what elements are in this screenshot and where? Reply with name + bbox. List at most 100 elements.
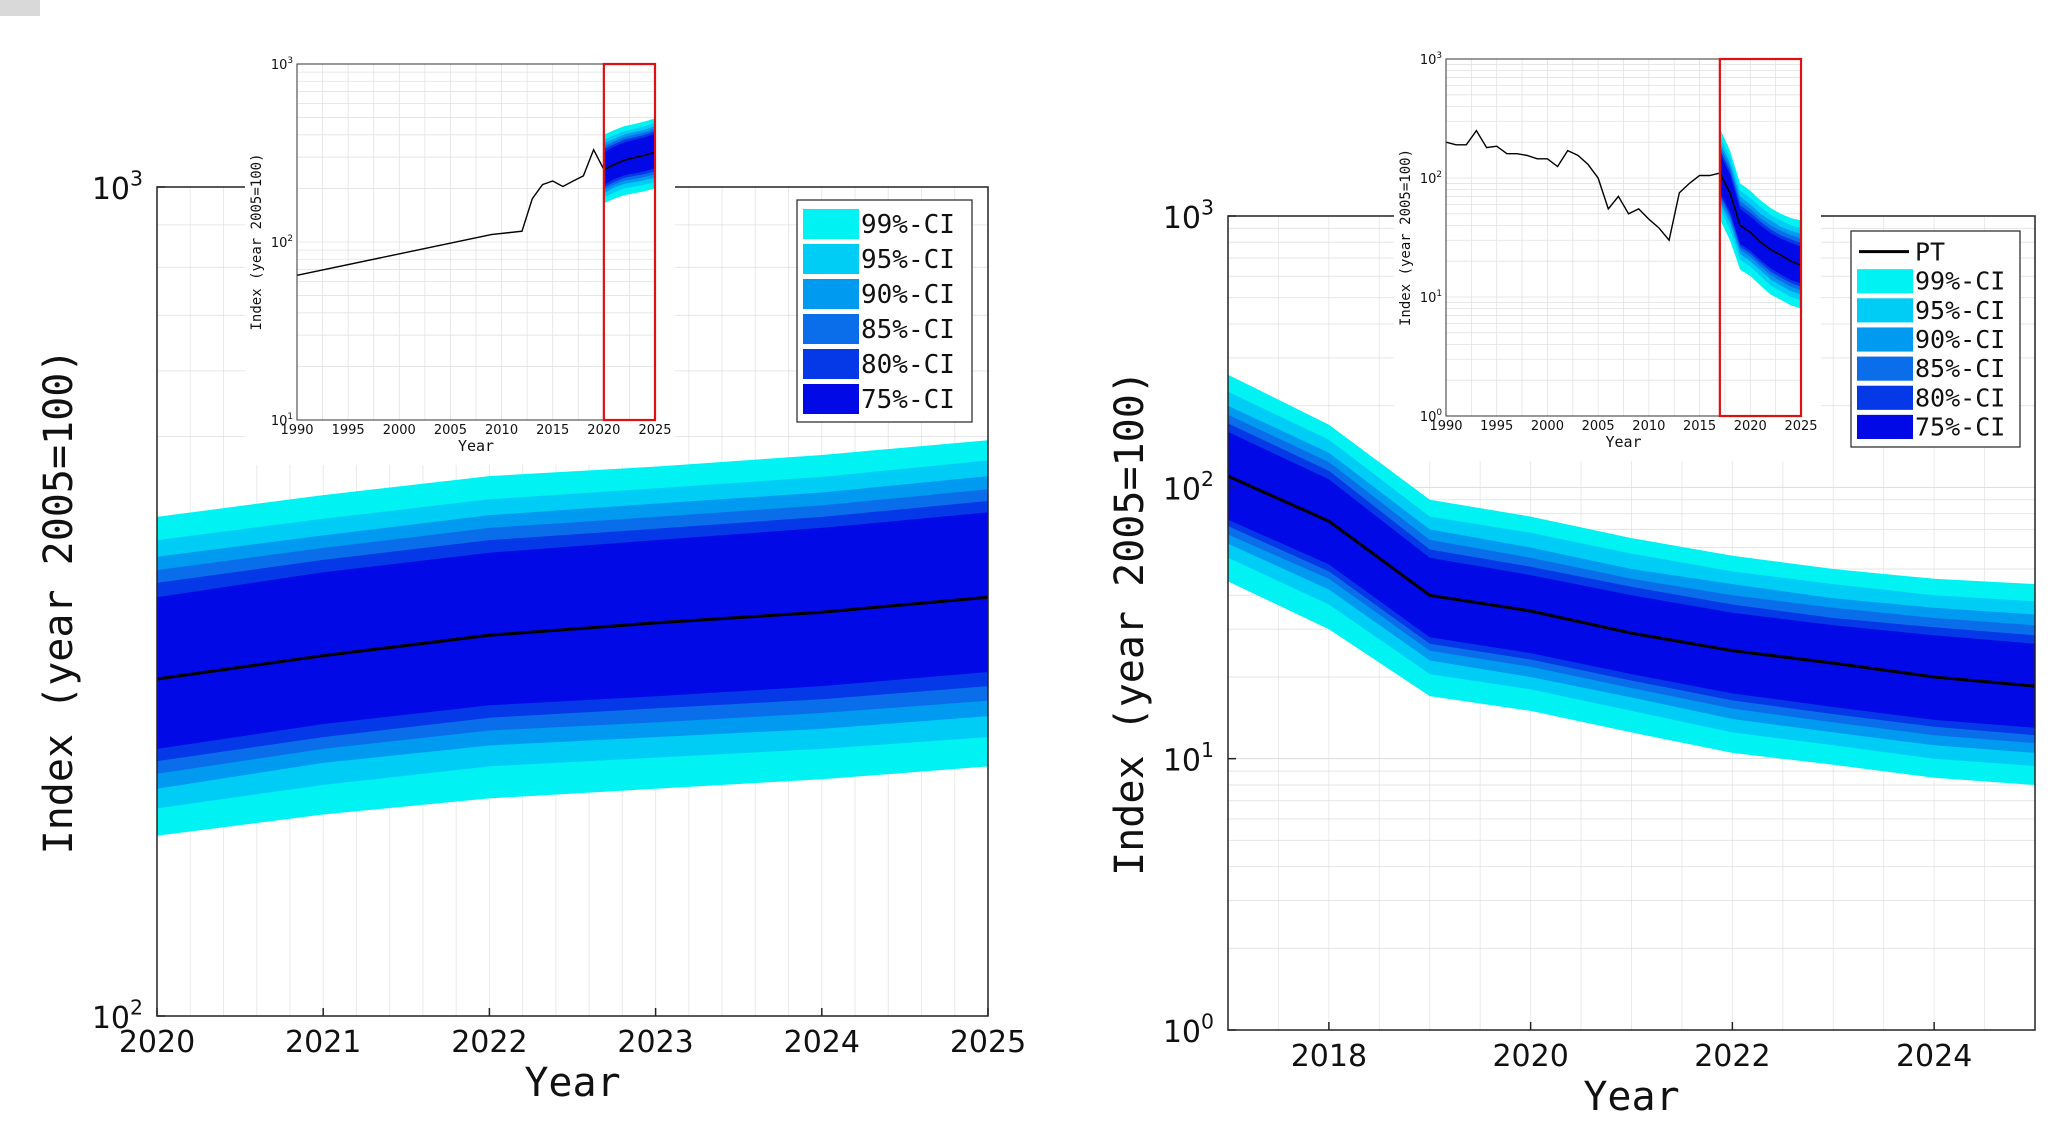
y-tick-label-base: 10 — [1163, 472, 1201, 507]
inset-x-axis-label: Year — [458, 437, 494, 455]
legend-label: 80%-CI — [1915, 383, 2005, 412]
inset-y-tick-label-exp: 2 — [1436, 170, 1442, 180]
inset-y-tick-label-exp: 3 — [1436, 51, 1442, 61]
y-tick-label-base: 10 — [92, 1001, 130, 1036]
inset-x-tick-label: 2020 — [1734, 419, 1767, 434]
y-tick-label-exp: 3 — [130, 167, 143, 191]
legend-label: 95%-CI — [1915, 296, 2005, 325]
y-tick-label-exp: 2 — [1201, 467, 1214, 491]
x-tick-label: 2020 — [1492, 1039, 1568, 1074]
inset-y-tick-label-exp: 1 — [287, 412, 293, 422]
legend-swatch — [1857, 356, 1913, 381]
inset-y-axis-label: Index (year 2005=100) — [249, 153, 265, 330]
inset-grid — [296, 64, 656, 421]
inset-y-tick-label: 101 — [271, 412, 293, 429]
inset-x-tick-label: 2005 — [1582, 419, 1615, 434]
y-tick-label: 103 — [1163, 196, 1214, 237]
legend-item: 75%-CI — [803, 384, 955, 415]
inset-y-tick-label-base: 10 — [271, 414, 288, 429]
legend-item: 80%-CI — [1857, 383, 2005, 412]
inset-x-tick-label: 2025 — [1784, 419, 1817, 434]
inset-y-tick-label-base: 10 — [271, 236, 288, 251]
inset-x-tick-label: 1995 — [332, 423, 365, 438]
y-tick-label: 101 — [1163, 738, 1214, 779]
y-tick-label: 102 — [1163, 467, 1214, 508]
inset-x-tick-label: 1990 — [1429, 419, 1462, 434]
y-tick-label-exp: 0 — [1201, 1010, 1214, 1034]
inset-x-tick-label: 2015 — [536, 423, 569, 438]
inset-y-tick-label: 103 — [271, 56, 293, 73]
legend-item: 75%-CI — [1857, 412, 2005, 441]
x-tick-label: 2024 — [784, 1025, 860, 1060]
inset-median-line — [1719, 172, 1802, 266]
inset-y-tick-label-base: 10 — [1420, 410, 1437, 425]
inset-x-tick-label: 2015 — [1683, 419, 1716, 434]
legend-label: PT — [1915, 238, 1945, 267]
inset-history-line — [296, 148, 605, 276]
x-tick-label: 2020 — [119, 1025, 195, 1060]
inset-x-tick-label: 2020 — [587, 423, 620, 438]
inset-y-tick-label-exp: 0 — [1436, 408, 1442, 418]
legend-swatch — [1857, 327, 1913, 352]
x-tick-label: 2025 — [950, 1025, 1026, 1060]
y-axis-label: Index (year 2005=100) — [36, 349, 82, 855]
legend-swatch — [1857, 414, 1913, 439]
legend-swatch — [803, 384, 859, 414]
inset-y-tick-label: 100 — [1420, 408, 1443, 425]
inset-y-tick-label-base: 10 — [1420, 172, 1437, 187]
inset-highlight-box — [602, 62, 657, 422]
y-tick-label-base: 10 — [1163, 201, 1201, 236]
inset-y-tick-label: 103 — [1420, 51, 1442, 68]
inset-band — [1719, 153, 1801, 284]
inset-x-tick-label: 2000 — [1531, 419, 1564, 434]
legend-item: 85%-CI — [803, 314, 955, 345]
legend-item: PT — [1859, 238, 1945, 267]
x-tick-label: 2018 — [1291, 1039, 1367, 1074]
y-tick-label-exp: 3 — [1201, 196, 1214, 220]
legend-label: 90%-CI — [1915, 325, 2005, 354]
inset-x-tick-label: 2000 — [383, 423, 416, 438]
x-tick-label: 2022 — [451, 1025, 527, 1060]
y-tick-label: 103 — [92, 167, 143, 208]
legend-item: 90%-CI — [803, 279, 955, 310]
left-chart: 2020 2021 2022 2023 2024 2025102103YearIndex … — [36, 54, 1026, 1106]
legend-label: 75%-CI — [1915, 412, 2005, 441]
legend-label: 99%-CI — [1915, 267, 2005, 296]
legend-label: 80%-CI — [861, 350, 955, 380]
legend-swatch — [1857, 298, 1913, 323]
legend-label: 75%-CI — [861, 385, 955, 415]
y-tick-label-base: 10 — [92, 172, 130, 207]
inset-x-tick-label: 1995 — [1480, 419, 1513, 434]
y-tick-label: 100 — [1163, 1010, 1214, 1051]
legend-item: 99%-CI — [803, 209, 955, 240]
inset-x-tick-label: 2010 — [485, 423, 518, 438]
y-tick-label: 102 — [92, 996, 143, 1037]
band-75pct-CI — [157, 512, 988, 749]
legend-item: 99%-CI — [1857, 267, 2005, 296]
x-axis-label: Year — [1583, 1074, 1679, 1120]
inset-x-tick-label: 2005 — [434, 423, 467, 438]
inset-y-axis-label: Index (year 2005=100) — [1398, 149, 1414, 326]
inset-x-tick-label: 2010 — [1632, 419, 1665, 434]
y-tick-label-base: 10 — [1163, 1015, 1201, 1050]
inset-y-tick-label-base: 10 — [271, 58, 288, 73]
legend-item: 90%-CI — [1857, 325, 2005, 354]
band-75pct-CI — [1228, 431, 2035, 728]
legend-label: 85%-CI — [861, 315, 955, 345]
legend-swatch — [803, 349, 859, 379]
inset-median-line — [603, 151, 656, 171]
legend: 99%-CI 95%-CI 90%-CI 85%-CI 80%-CI 75%-CI — [796, 199, 973, 423]
ci-bands — [1228, 374, 2035, 785]
y-tick-label-exp: 1 — [1201, 738, 1214, 762]
inset-y-tick-label-exp: 2 — [287, 234, 293, 244]
corner-mark — [0, 0, 40, 16]
inset-y-tick-label: 101 — [1420, 289, 1442, 306]
legend-swatch — [803, 279, 859, 309]
median-line — [156, 595, 989, 681]
legend-swatch — [803, 314, 859, 344]
inset-bands — [1719, 128, 1801, 309]
legend-swatch — [803, 244, 859, 274]
